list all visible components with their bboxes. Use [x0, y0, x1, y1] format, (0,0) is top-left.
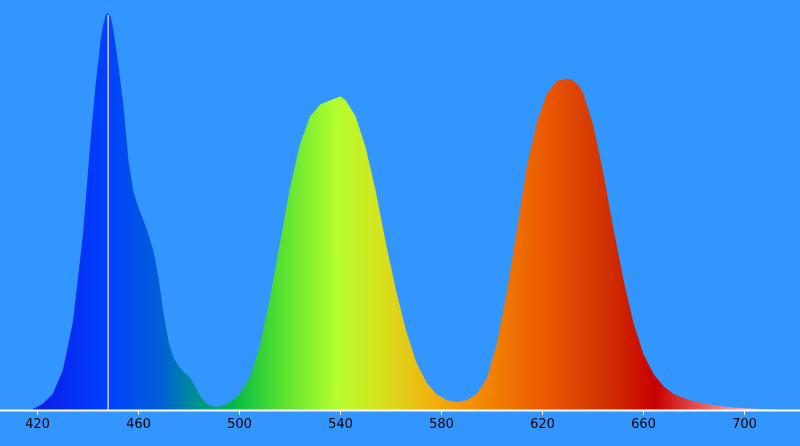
- x-tick-label: 580: [429, 417, 454, 432]
- x-tick-label: 460: [126, 417, 151, 432]
- x-tick-label: 660: [631, 417, 656, 432]
- x-tick-label: 420: [25, 417, 50, 432]
- x-tick-label: 620: [530, 417, 555, 432]
- x-axis-ticks: 420 460 500 540 580 620 660 700: [25, 410, 757, 432]
- x-tick-label: 540: [328, 417, 353, 432]
- spectrum-area: [19, 13, 788, 410]
- x-tick-label: 500: [227, 417, 252, 432]
- x-tick-label: 700: [732, 417, 757, 432]
